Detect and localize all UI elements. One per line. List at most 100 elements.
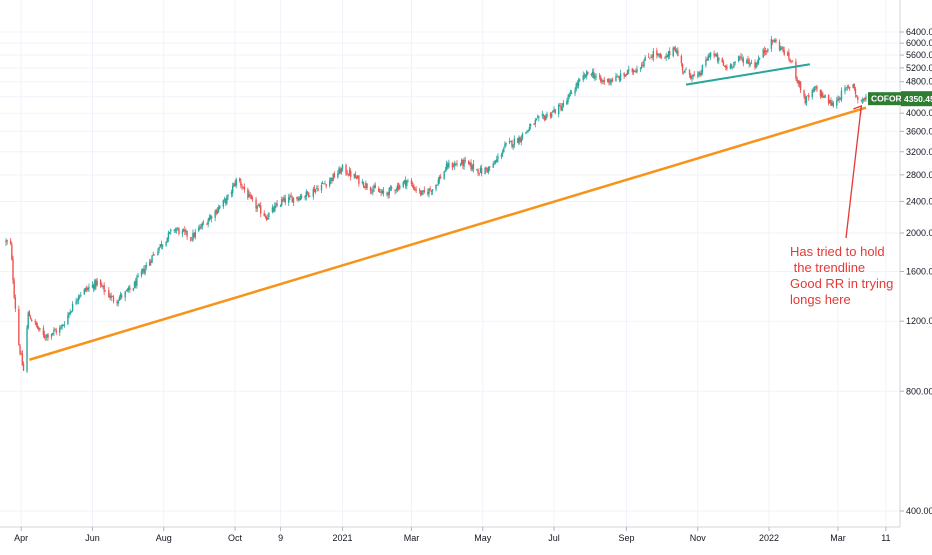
candle-body — [297, 197, 299, 200]
candle-body — [320, 184, 323, 191]
candle-body — [680, 56, 683, 64]
candle-body — [534, 120, 537, 124]
candle-body — [403, 179, 406, 182]
candle-body — [511, 140, 513, 147]
y-tick-label: 400.00 — [906, 506, 932, 516]
candle-body — [660, 56, 663, 58]
candle-body — [338, 168, 340, 174]
candle-body — [651, 56, 653, 58]
candle-body — [117, 300, 119, 304]
candle-body — [328, 180, 331, 186]
candle-body — [175, 229, 178, 231]
candle-body — [840, 90, 843, 100]
support-trendline[interactable] — [29, 106, 867, 361]
candle-body — [708, 55, 711, 58]
candle-body — [263, 212, 265, 217]
candle-body — [798, 80, 801, 85]
candle-body — [508, 140, 511, 143]
candle-body — [799, 81, 802, 91]
candle-body — [348, 170, 351, 175]
candle-body — [390, 187, 393, 190]
candle-body — [77, 296, 80, 301]
candle-body — [706, 58, 708, 61]
candle-body — [574, 90, 576, 94]
candle-body — [84, 288, 87, 291]
candle-body — [861, 100, 864, 102]
candle-body — [822, 93, 824, 98]
candle-body — [423, 189, 426, 192]
candle-body — [739, 56, 741, 58]
candle-body — [838, 97, 840, 100]
candle-body — [579, 79, 581, 81]
y-tick-label: 1200.00 — [906, 316, 932, 326]
candle-body — [811, 89, 813, 98]
candle-body — [36, 325, 39, 329]
candle-body — [99, 280, 102, 285]
candle-body — [748, 60, 750, 65]
annotation-arrow-head — [853, 105, 863, 116]
resistance-trendline[interactable] — [685, 63, 811, 86]
candle-body — [451, 163, 454, 168]
candle-body — [552, 110, 554, 113]
candle-body — [201, 223, 204, 227]
candle-body — [722, 61, 725, 66]
candle-body — [369, 187, 372, 191]
candle-body — [611, 79, 614, 82]
candle-body — [709, 52, 712, 57]
candle-body — [223, 199, 226, 201]
candle-body — [852, 84, 854, 88]
candle-body — [341, 165, 344, 169]
candle-body — [478, 172, 480, 174]
candle-body — [118, 297, 121, 301]
candle-body — [803, 90, 805, 97]
time-axis[interactable]: Apr Jun Aug Oct 9 2021 Mar May Jul Sep Nov 2022 Mar 1… — [14, 527, 891, 543]
candle-body — [804, 96, 806, 104]
candle-body — [770, 38, 773, 49]
candle-body — [142, 268, 144, 272]
x-tick-label: Oct — [228, 533, 243, 543]
candle-body — [681, 64, 684, 71]
x-tick-label: Jul — [548, 533, 560, 543]
candle-body — [549, 113, 552, 117]
candle-body — [407, 180, 409, 182]
candle-body — [331, 178, 333, 181]
candle-body — [813, 88, 816, 92]
candle-body — [435, 184, 437, 190]
candle-body — [282, 199, 284, 201]
candle-body — [582, 75, 584, 80]
y-tick-label: 800.00 — [906, 386, 932, 396]
symbol-name: COFORGE — [871, 94, 914, 104]
candle-body — [616, 76, 618, 78]
candle-body — [649, 58, 651, 60]
y-tick-label: 2000.00 — [906, 228, 932, 238]
candle-body — [609, 81, 611, 84]
candle-body — [725, 65, 727, 68]
candle-body — [19, 345, 21, 354]
candle-body — [414, 188, 416, 190]
candle-body — [256, 206, 258, 209]
candle-body — [129, 287, 131, 290]
candle-body — [824, 94, 826, 98]
candle-body — [619, 73, 622, 81]
candle-body — [677, 50, 679, 56]
candle-body — [674, 48, 677, 52]
candle-body — [650, 56, 652, 58]
candle-body — [860, 99, 863, 101]
candle-body — [337, 173, 339, 178]
candle-body — [754, 62, 756, 68]
candle-body — [68, 312, 70, 315]
candle-body — [11, 244, 13, 260]
candle-body — [538, 116, 540, 118]
candle-body — [664, 57, 666, 59]
candle-body — [206, 223, 208, 225]
candle-body — [819, 89, 822, 97]
candle-body — [226, 196, 228, 204]
candle-body — [742, 58, 745, 64]
candle-body — [12, 258, 14, 281]
candle-body — [533, 123, 535, 125]
candle-body — [505, 143, 507, 145]
candle-body — [410, 180, 413, 185]
